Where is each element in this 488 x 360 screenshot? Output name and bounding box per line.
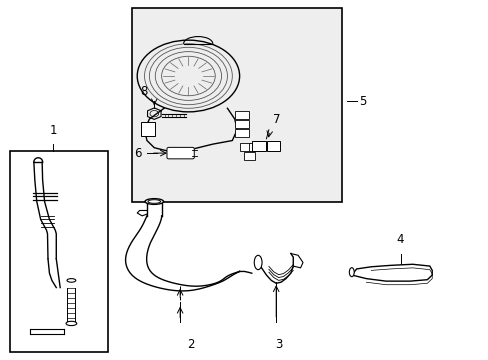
Text: 4: 4 — [396, 233, 404, 246]
Text: 5: 5 — [358, 95, 366, 108]
Bar — [267, 140, 279, 151]
Text: 6: 6 — [134, 147, 142, 159]
Bar — [249, 143, 260, 151]
Polygon shape — [351, 264, 431, 281]
Ellipse shape — [254, 255, 262, 270]
Text: 8: 8 — [140, 85, 148, 98]
Bar — [234, 120, 249, 128]
Ellipse shape — [67, 279, 76, 282]
Text: 2: 2 — [187, 338, 194, 351]
Ellipse shape — [348, 268, 353, 276]
Bar — [244, 152, 255, 160]
Bar — [234, 129, 249, 137]
Bar — [132, 8, 341, 202]
Bar — [251, 140, 266, 151]
Ellipse shape — [145, 199, 163, 204]
Bar — [234, 111, 249, 119]
Text: 7: 7 — [272, 113, 280, 126]
Ellipse shape — [148, 200, 160, 203]
FancyBboxPatch shape — [166, 147, 194, 159]
Bar — [10, 151, 108, 352]
Ellipse shape — [66, 321, 77, 325]
Text: 3: 3 — [274, 338, 282, 351]
FancyBboxPatch shape — [141, 122, 155, 136]
Text: 1: 1 — [49, 124, 57, 137]
Bar — [239, 143, 250, 151]
